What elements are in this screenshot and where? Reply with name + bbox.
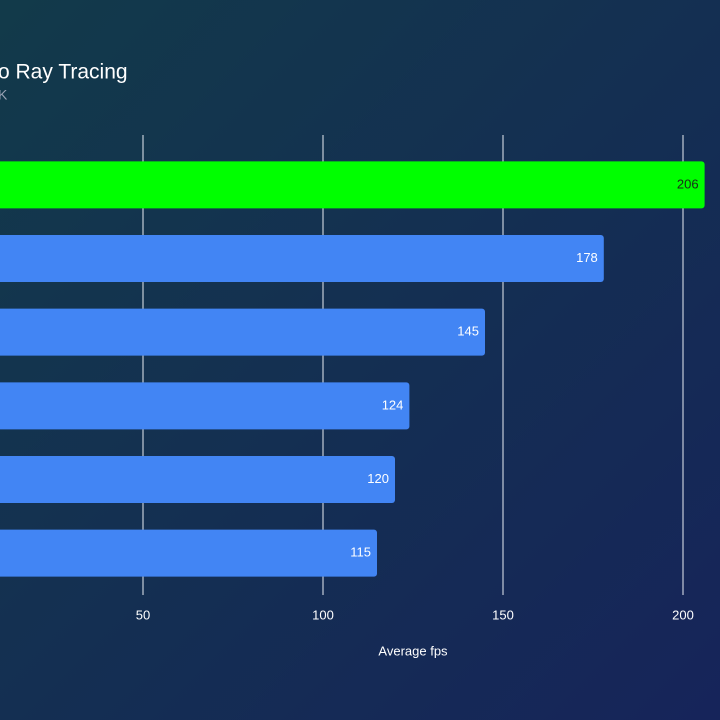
value-label: 120 [367, 471, 389, 486]
value-label: 145 [457, 324, 479, 339]
x-tick-label: 150 [492, 607, 514, 622]
bar [0, 529, 377, 577]
x-tick-label: 100 [312, 607, 334, 622]
bar [0, 456, 395, 503]
value-label: 124 [382, 397, 404, 412]
chart-title: o Ray Tracing [0, 61, 128, 84]
chart-subtitle: K [0, 87, 8, 103]
x-tick-label: 50 [136, 607, 150, 622]
bar [0, 382, 410, 430]
x-tick-label: 200 [672, 607, 694, 622]
bar [0, 235, 604, 282]
x-axis-label: Average fps [378, 643, 448, 658]
bar [0, 161, 705, 209]
value-label: 115 [350, 545, 371, 560]
value-label: 178 [576, 250, 598, 265]
value-label: 206 [677, 176, 699, 191]
bar [0, 308, 485, 356]
